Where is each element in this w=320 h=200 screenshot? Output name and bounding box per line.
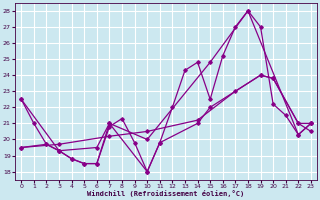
X-axis label: Windchill (Refroidissement éolien,°C): Windchill (Refroidissement éolien,°C) — [87, 190, 245, 197]
